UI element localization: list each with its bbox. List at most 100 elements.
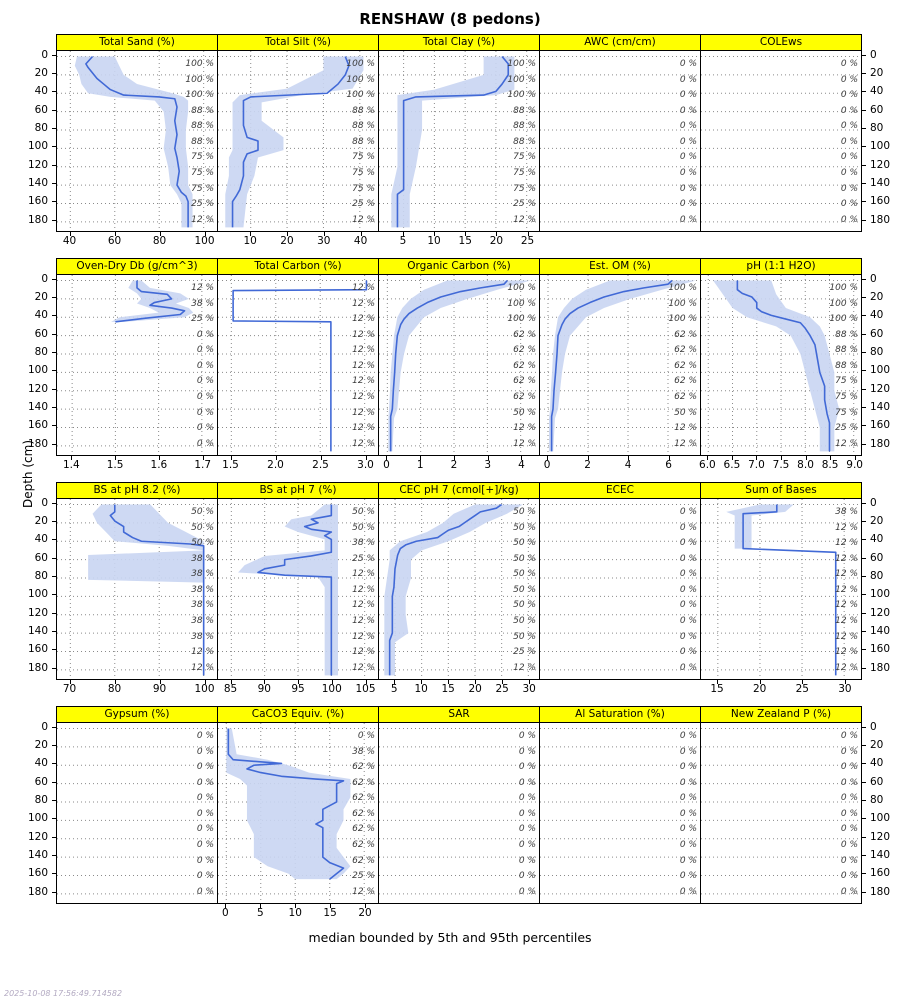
depth-tick-label: 120	[870, 830, 891, 843]
panel-canvas	[57, 499, 217, 679]
x-tick-label: 1	[416, 459, 424, 471]
depth-tick-mark	[52, 557, 56, 559]
x-tick-label: 8.5	[821, 459, 839, 471]
x-tick-label: 1.6	[150, 459, 168, 471]
depth-tick-mark	[862, 54, 866, 56]
x-tick-mark	[114, 680, 116, 684]
depth-tick-label: 60	[870, 103, 884, 116]
depth-tick-label: 140	[27, 401, 48, 414]
depth-tick-mark	[52, 818, 56, 820]
depth-tick-label: 40	[34, 757, 48, 770]
depth-tick-label: 0	[870, 496, 877, 509]
x-tick-mark	[453, 456, 455, 460]
depth-tick-label: 20	[870, 738, 884, 751]
x-tick-mark	[781, 456, 782, 460]
percentile-band	[88, 504, 204, 676]
depth-tick-label: 120	[27, 382, 48, 395]
depth-tick-label: 100	[870, 812, 891, 825]
x-axis: 85 90 95 100 105	[217, 680, 379, 695]
panel-plot: 50 % 50 % 38 % 25 % 12 % 12 % 12 % 12 % 12 % 12 %…	[217, 499, 379, 680]
x-tick-label: 5	[399, 235, 407, 247]
depth-tick-label: 160	[870, 195, 891, 208]
x-tick-label: 80	[152, 235, 167, 247]
depth-tick-mark	[862, 425, 866, 427]
x-tick-mark	[114, 232, 116, 236]
x-tick-label: 7.0	[748, 459, 765, 471]
depth-tick-label: 40	[870, 85, 884, 98]
x-tick-mark	[527, 232, 529, 236]
x-tick-label: 6.0	[699, 459, 716, 471]
depth-tick-label: 100	[27, 588, 48, 601]
x-tick-mark	[487, 456, 489, 460]
x-tick-label: 30	[317, 235, 331, 247]
x-tick-label: 10	[243, 235, 257, 247]
depth-tick-label: 180	[870, 213, 891, 226]
depth-tick-mark	[52, 612, 56, 614]
panel-bs-at-ph-8-2: BS at pH 8.2 (%) 50 % 50 % 50 % 38 % 38 % 38 %…	[56, 482, 218, 695]
x-tick-label: 2.5	[312, 459, 329, 471]
depth-tick-label: 120	[870, 606, 891, 619]
x-tick-mark	[844, 680, 846, 684]
depth-tick-label: 20	[870, 514, 884, 527]
panel-row-4: 0 20 40 60 80 100 120 140 160 180 Gypsum (%) 0 % 0 %…	[22, 706, 896, 919]
x-tick-label: 30	[838, 683, 852, 695]
panel-strip: ECEC	[539, 482, 701, 499]
x-tick-label: 95	[291, 683, 305, 695]
panel-plot: 0 % 0 % 0 % 0 % 0 % 0 % 0 % 0 % 0 % 0 % 0 %	[539, 723, 701, 904]
panel-plot: 100 % 100 % 100 % 88 % 88 % 88 % 75 % 75 % 75 % 2…	[700, 275, 862, 456]
x-tick-label: 20	[489, 235, 504, 247]
depth-tick-label: 60	[870, 775, 884, 788]
x-tick-label: 15	[458, 235, 472, 247]
depth-tick-label: 60	[34, 551, 48, 564]
x-tick-mark	[225, 904, 227, 908]
median-line	[228, 729, 343, 880]
depth-tick-label: 180	[27, 213, 48, 226]
x-axis: 6.0 6.5 7.0 7.5 8.0 8.5 9.0	[699, 456, 863, 471]
x-axis: 0 2 4 6	[539, 456, 701, 471]
panel-bs-at-ph-7: BS at pH 7 (%) 50 % 50 % 38 % 25 % 12 % 12 % 12…	[217, 482, 379, 695]
x-tick-label: 10	[427, 235, 441, 247]
depth-tick-mark	[862, 388, 866, 390]
depth-tick-mark	[52, 649, 56, 651]
depth-tick-mark	[52, 744, 56, 746]
depth-tick-mark	[862, 109, 866, 111]
x-tick-label: 1.7	[194, 459, 212, 471]
x-tick-mark	[707, 456, 709, 460]
depth-tick-mark	[52, 891, 56, 893]
depth-tick-label: 140	[27, 849, 48, 862]
panel-plot: 100 % 100 % 100 % 88 % 88 % 88 % 75 % 75 % 75 % 2…	[217, 51, 379, 232]
panel-canvas	[57, 51, 217, 231]
x-tick-mark	[756, 456, 758, 460]
x-tick-label: 25	[495, 683, 509, 695]
depth-tick-label: 0	[870, 48, 877, 61]
x-tick-label: 8.0	[797, 459, 814, 471]
depth-tick-label: 180	[27, 661, 48, 674]
depth-axis-left: 0 20 40 60 80 100 120 140 160 180	[22, 34, 56, 246]
panel-total-sand: Total Sand (%) 100 % 100 % 100 % 88 % 88 % 88 …	[56, 34, 218, 247]
panel-plot: 100 % 100 % 100 % 62 % 62 % 62 % 62 % 62 % 50 % 1…	[378, 275, 540, 456]
depth-tick-label: 0	[870, 720, 877, 733]
x-tick-label: 6	[665, 459, 672, 471]
panel-plot: 100 % 100 % 100 % 88 % 88 % 88 % 75 % 75 % 75 % 2…	[378, 51, 540, 232]
depth-tick-mark	[52, 91, 56, 93]
depth-axis-right: 0 20 40 60 80 100 120 140 160 180	[862, 482, 896, 694]
panel-strip: BS at pH 7 (%)	[217, 482, 379, 499]
panel-row-3: 0 20 40 60 80 100 120 140 160 180 BS at pH 8.2 (%)…	[22, 482, 896, 695]
x-tick-label: 30	[522, 683, 536, 695]
depth-tick-label: 100	[870, 140, 891, 153]
x-axis: 5 10 15 20 25	[378, 232, 540, 247]
x-tick-mark	[158, 456, 160, 460]
x-tick-mark	[331, 680, 333, 684]
percentile-band	[74, 56, 193, 228]
x-tick-mark	[230, 680, 232, 684]
depth-tick-mark	[862, 612, 866, 614]
percentile-band	[226, 728, 351, 880]
depth-tick-label: 40	[34, 309, 48, 322]
x-axis: 0 5 10 15 20	[217, 904, 379, 919]
panel-plot: 100 % 100 % 100 % 88 % 88 % 88 % 75 % 75 % 75 % 2…	[56, 51, 218, 232]
depth-tick-mark	[862, 219, 866, 221]
depth-tick-label: 60	[34, 103, 48, 116]
depth-tick-label: 60	[870, 551, 884, 564]
x-tick-label: 9.0	[846, 459, 863, 471]
percentile-band	[384, 504, 523, 676]
